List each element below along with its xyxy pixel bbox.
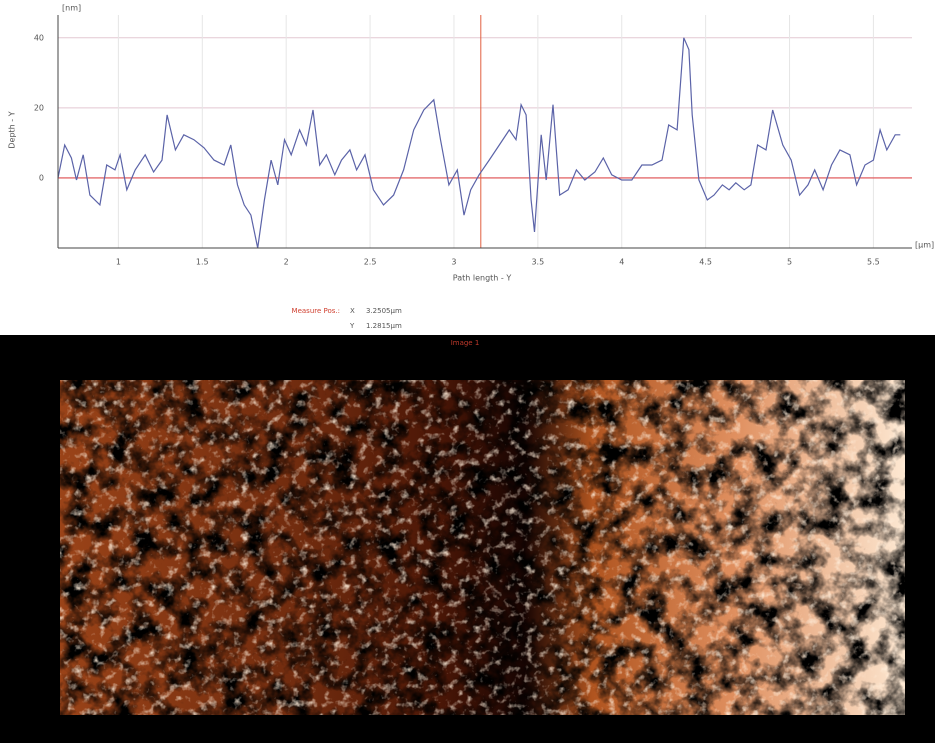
y-tick-label: 0 xyxy=(39,173,44,182)
x-label: Path length - Y xyxy=(453,274,512,283)
measure-x-value: 3.2505µm xyxy=(366,307,402,315)
measure-y-label: Y xyxy=(349,322,355,330)
x-tick-label: 4.5 xyxy=(699,258,712,267)
x-tick-label: 3 xyxy=(451,258,456,267)
x-tick-label: 1 xyxy=(116,258,121,267)
x-tick-label: 1.5 xyxy=(196,258,209,267)
profile-line xyxy=(57,37,901,249)
afm-highlights xyxy=(60,380,905,715)
y-label: Depth - Y xyxy=(8,111,17,148)
measure-label: Measure Pos.: xyxy=(292,307,340,315)
x-tick-label: 4 xyxy=(619,258,624,267)
x-tick-label: 5 xyxy=(787,258,792,267)
x-tick-label: 2 xyxy=(284,258,289,267)
x-tick-label: 5.5 xyxy=(867,258,880,267)
y-tick-label: 40 xyxy=(34,33,44,42)
x-tick-label: 2.5 xyxy=(364,258,377,267)
x-unit: [µm] xyxy=(915,241,934,250)
x-tick-label: 3.5 xyxy=(531,258,544,267)
y-unit: [nm] xyxy=(62,4,81,13)
measure-x-label: X xyxy=(350,307,355,315)
y-tick-label: 20 xyxy=(34,103,44,112)
image-title: Image 1 xyxy=(451,339,480,347)
measure-y-value: 1.2815µm xyxy=(366,322,402,330)
